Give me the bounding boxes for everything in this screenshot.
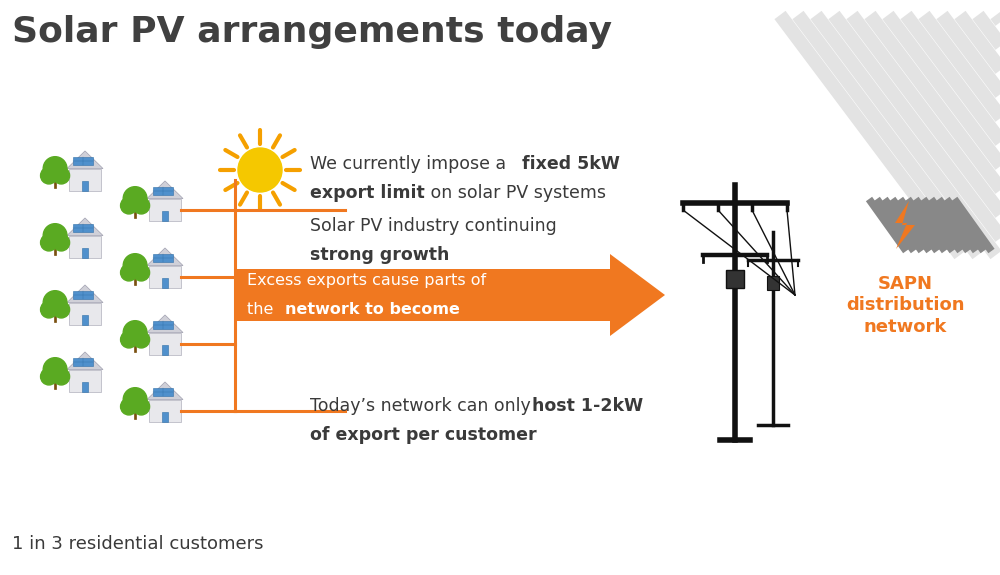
Bar [69, 302, 101, 325]
Bar [162, 212, 168, 221]
Text: Today’s network can only: Today’s network can only [310, 397, 536, 415]
Circle shape [133, 264, 150, 281]
Circle shape [123, 321, 147, 344]
Polygon shape [147, 382, 183, 400]
Text: 1 in 3 residential customers: 1 in 3 residential customers [12, 535, 264, 553]
Bar [149, 400, 181, 423]
Text: Excess exports cause parts of: Excess exports cause parts of [247, 273, 486, 288]
Circle shape [121, 398, 137, 415]
Bar [73, 358, 93, 366]
Polygon shape [147, 315, 183, 332]
Bar [149, 332, 181, 355]
Bar [162, 346, 168, 355]
Polygon shape [67, 218, 103, 236]
Bar [73, 158, 93, 165]
Bar [153, 321, 173, 329]
Bar [149, 266, 181, 289]
Bar [149, 198, 181, 221]
Circle shape [133, 331, 150, 348]
Text: the: the [247, 301, 278, 316]
Circle shape [121, 331, 137, 348]
Circle shape [41, 234, 57, 251]
Polygon shape [67, 151, 103, 168]
Circle shape [41, 167, 57, 184]
Bar [153, 388, 173, 396]
Text: We currently impose a: We currently impose a [310, 155, 512, 173]
Circle shape [43, 156, 67, 181]
Circle shape [43, 358, 67, 381]
Circle shape [53, 368, 70, 385]
Circle shape [123, 388, 147, 412]
Bar [73, 224, 93, 232]
Text: Solar PV arrangements today: Solar PV arrangements today [12, 15, 612, 49]
Bar [69, 168, 101, 191]
Bar [82, 382, 88, 393]
Circle shape [133, 197, 150, 214]
Bar [69, 370, 101, 393]
Polygon shape [67, 352, 103, 370]
Text: export limit: export limit [310, 185, 425, 202]
Text: on solar PV systems: on solar PV systems [425, 185, 606, 202]
Polygon shape [147, 248, 183, 266]
Circle shape [121, 264, 137, 281]
Text: SAPN
distribution
network: SAPN distribution network [846, 275, 964, 336]
Circle shape [123, 187, 147, 210]
Bar [82, 181, 88, 191]
Polygon shape [895, 201, 915, 249]
Bar [162, 412, 168, 423]
Circle shape [121, 197, 137, 214]
Text: of export per customer: of export per customer [310, 427, 537, 444]
Circle shape [238, 148, 282, 192]
Circle shape [123, 254, 147, 278]
Bar [73, 292, 93, 299]
Circle shape [53, 234, 70, 251]
Circle shape [43, 224, 67, 247]
Text: network to become: network to become [285, 301, 460, 316]
Polygon shape [147, 181, 183, 198]
Text: congested: congested [247, 330, 341, 345]
Polygon shape [67, 285, 103, 302]
Circle shape [53, 167, 70, 184]
Bar [162, 278, 168, 289]
Bar [726, 270, 744, 288]
Text: strong growth: strong growth [310, 247, 449, 264]
Bar [69, 236, 101, 258]
Bar [82, 248, 88, 258]
Text: at certain times: at certain times [339, 330, 471, 345]
Bar [82, 315, 88, 325]
Text: host 1-2kW: host 1-2kW [532, 397, 643, 415]
Circle shape [41, 368, 57, 385]
Circle shape [43, 291, 67, 315]
Circle shape [53, 301, 70, 318]
FancyArrow shape [235, 254, 665, 336]
Bar [767, 276, 779, 290]
Text: fixed 5kW: fixed 5kW [522, 155, 620, 173]
Circle shape [41, 301, 57, 318]
Bar [153, 187, 173, 195]
Text: Solar PV industry continuing: Solar PV industry continuing [310, 217, 557, 235]
Bar [153, 254, 173, 262]
Circle shape [133, 398, 150, 415]
